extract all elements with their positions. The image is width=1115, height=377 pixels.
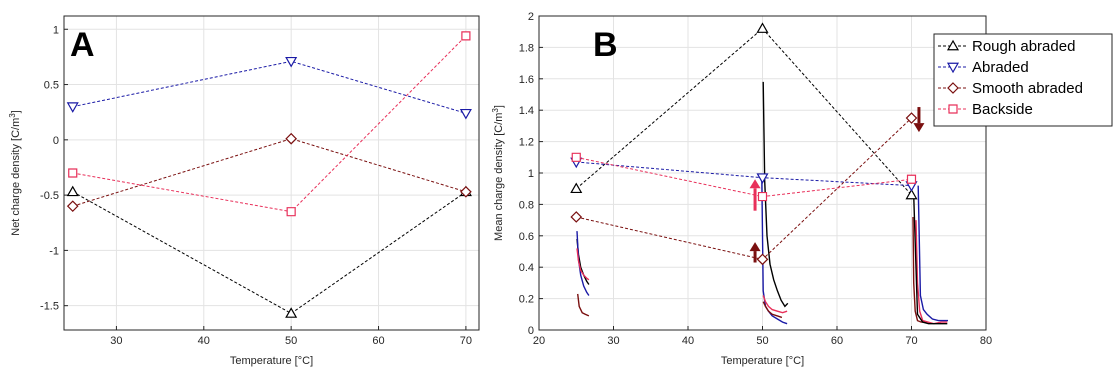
series-line [576, 117, 912, 260]
decay-trace [917, 185, 948, 322]
data-point [66, 185, 79, 197]
series-group [570, 22, 918, 266]
x-tick-label: 30 [607, 335, 619, 347]
axes: 30 40 50 60 70 -1.5 -1 -0.5 0 0.5 1 Temperature [°C… [8, 15, 480, 367]
panel-label: A [70, 26, 95, 64]
legend: Rough abraded Abraded Smooth abraded Backsi… [933, 33, 1113, 127]
y-tick-label: -1 [49, 245, 59, 257]
grid [64, 16, 479, 330]
series-line [72, 60, 467, 114]
x-tick-label: 40 [198, 335, 210, 347]
data-point [285, 132, 298, 145]
data-point [756, 253, 769, 266]
data-point [286, 207, 296, 217]
x-tick-label: 40 [682, 335, 694, 347]
data-point [905, 188, 918, 200]
y-axis-label-superscript: 3 [8, 113, 17, 118]
legend-marker [947, 82, 959, 94]
decay-trace [915, 220, 948, 325]
panel-a: 30 40 50 60 70 -1.5 -1 -0.5 0 0.5 1 Temperature [°C… [8, 15, 480, 367]
y-tick-label: -0.5 [40, 190, 59, 202]
y-tick-label: 1 [528, 168, 534, 180]
legend-label: Smooth abraded [972, 80, 1083, 97]
data-point [68, 168, 78, 178]
data-point [756, 173, 769, 184]
legend-box [933, 33, 1113, 127]
y-axis-label-end: ] [493, 105, 505, 108]
data-point [459, 108, 472, 120]
x-tick-label: 60 [831, 335, 843, 347]
arrow-head [913, 123, 925, 133]
data-point [905, 112, 918, 124]
data-point [66, 102, 79, 113]
y-tick-label: 1.2 [519, 137, 534, 149]
y-tick-label: -1.5 [40, 301, 59, 313]
axes: 20 30 40 50 60 70 80 0 0.2 0.4 0.6 0.8 1 1.2 1.4 1.6 1.8… [491, 11, 992, 367]
legend-marker [948, 104, 958, 114]
y-tick-label: 0.6 [519, 231, 534, 243]
plot-frame [63, 15, 480, 331]
decay-trace [576, 248, 590, 281]
series-line [576, 156, 912, 198]
arrows [749, 107, 925, 263]
x-tick-label: 50 [285, 335, 297, 347]
y-tick-label: 2 [528, 11, 534, 23]
y-axis-label-superscript: 3 [491, 108, 500, 113]
y-tick-label: 1.8 [519, 42, 534, 54]
y-tick-label: 1.6 [519, 74, 534, 86]
data-point [461, 31, 471, 41]
arrow-head [749, 179, 761, 189]
arrow-head [749, 242, 761, 252]
x-tick-label: 20 [533, 335, 545, 347]
panel-label: B [593, 26, 618, 64]
data-point [570, 182, 583, 194]
x-tick-label: 60 [372, 335, 384, 347]
data-point [285, 56, 298, 68]
panel-b: 20 30 40 50 60 70 80 0 0.2 0.4 0.6 0.8 1 1.2 1.4 1.6 1.8… [491, 11, 992, 367]
decay-trace [577, 293, 590, 317]
legend-marker [946, 39, 960, 51]
x-tick-label: 70 [460, 335, 472, 347]
x-tick-label: 80 [980, 335, 992, 347]
data-point [756, 22, 769, 33]
x-axis-label: Temperature [°C] [230, 355, 313, 367]
x-tick-label: 30 [110, 335, 122, 347]
y-axis-label-text: Net charge density [C/m [10, 118, 22, 236]
data-point [906, 174, 917, 184]
y-tick-label: 0.2 [519, 294, 534, 306]
data-point [285, 307, 298, 318]
y-axis-label: Mean charge density [C/m3] [491, 105, 505, 241]
y-tick-label: 0.8 [519, 199, 534, 211]
y-axis-label-text: Mean charge density [C/m [493, 113, 505, 241]
y-tick-label: 1.4 [519, 105, 534, 117]
data-point [570, 211, 583, 223]
y-axis-label: Net charge density [C/m3] [8, 110, 22, 236]
legend-label: Backside [972, 101, 1033, 118]
y-tick-label: 0.5 [44, 80, 59, 92]
decay-trace [913, 194, 948, 325]
x-tick-label: 70 [905, 335, 917, 347]
data-point [66, 200, 79, 213]
data-point [460, 185, 472, 198]
series-line [72, 35, 467, 213]
x-tick-label: 50 [756, 335, 768, 347]
y-tick-label: 0.4 [519, 262, 534, 274]
x-axis-label: Temperature [°C] [721, 355, 804, 367]
legend-label: Abraded [972, 59, 1029, 76]
legend-marker [946, 62, 960, 74]
series-line [575, 27, 912, 196]
y-tick-label: 1 [53, 24, 59, 36]
series-line [72, 191, 467, 314]
y-tick-label: 0 [53, 135, 59, 147]
decay-trace [762, 301, 783, 319]
series-group [66, 31, 472, 318]
decay-trace [762, 295, 788, 314]
data-point [757, 191, 768, 202]
y-axis-label-end: ] [10, 110, 22, 113]
series-line [72, 138, 467, 207]
y-tick-label: 0 [528, 325, 534, 337]
legend-label: Rough abraded [972, 38, 1075, 55]
data-point [571, 152, 581, 162]
